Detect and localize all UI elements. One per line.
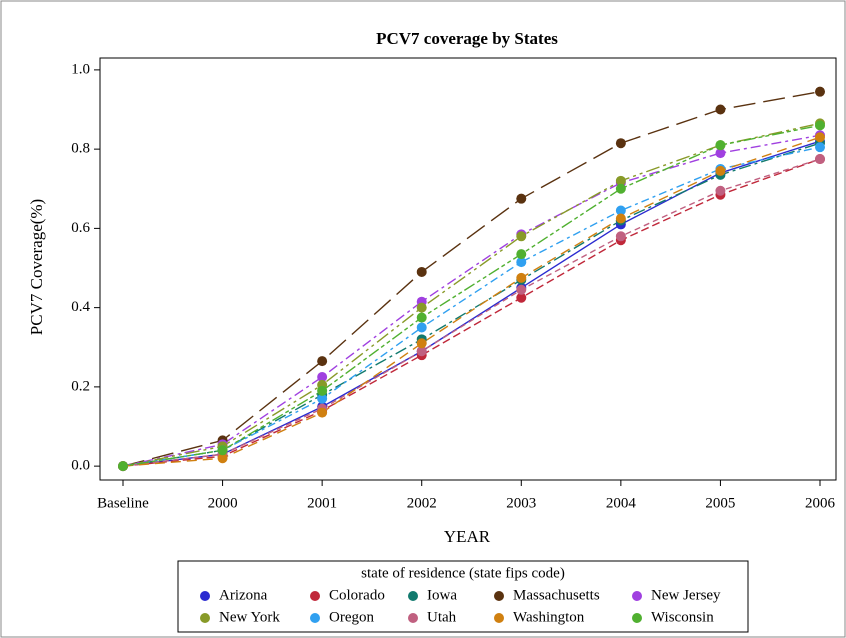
data-point [416, 346, 427, 357]
x-tick-label: 2002 [407, 495, 437, 511]
legend-marker [200, 591, 210, 601]
y-tick-label: 0.2 [71, 378, 90, 394]
data-point [317, 393, 328, 404]
data-point [118, 461, 128, 472]
legend-marker [408, 613, 418, 623]
data-point [516, 272, 527, 283]
data-point [416, 312, 427, 323]
y-axis-label: PCV7 Coverage(%) [27, 199, 46, 335]
data-point [615, 231, 626, 242]
data-point [516, 292, 527, 303]
series-line [122, 136, 821, 467]
legend-label: New York [219, 609, 280, 625]
data-point [217, 445, 228, 456]
data-point [615, 213, 626, 224]
data-point [815, 86, 825, 97]
data-point [815, 132, 825, 143]
data-point [715, 185, 726, 196]
data-point [317, 371, 328, 382]
data-point [615, 138, 626, 149]
series-line [122, 90, 821, 467]
legend-label: New Jersey [651, 587, 721, 603]
series-line [122, 122, 821, 467]
legend-label: Washington [513, 609, 585, 625]
legend-marker [408, 591, 418, 601]
data-point [715, 104, 726, 115]
legend-marker [494, 613, 504, 623]
x-axis-label: YEAR [444, 527, 491, 546]
legend-marker [200, 613, 210, 623]
data-point [416, 266, 427, 277]
data-point [416, 322, 427, 333]
legend-label: Colorado [329, 587, 385, 603]
y-tick-label: 0.6 [71, 220, 90, 236]
data-point [715, 165, 726, 176]
legend-label: Utah [427, 609, 457, 625]
data-point [516, 284, 527, 295]
x-tick-label: 2001 [307, 495, 337, 511]
y-tick-label: 0.4 [71, 299, 90, 315]
x-tick-label: 2003 [506, 495, 536, 511]
series-line [122, 158, 821, 467]
data-point [416, 302, 427, 313]
data-point [815, 142, 825, 153]
data-point [516, 249, 527, 260]
legend-label: Massachusetts [513, 587, 600, 603]
data-point [317, 385, 328, 396]
legend-label: Iowa [427, 587, 457, 603]
legend-marker [310, 613, 320, 623]
x-tick-label: 2004 [606, 495, 637, 511]
legend-label: Wisconsin [651, 609, 714, 625]
data-point [615, 183, 626, 194]
data-point [516, 231, 527, 242]
x-tick-label: 2005 [705, 495, 735, 511]
chart-title: PCV7 coverage by States [376, 29, 558, 48]
data-point [615, 205, 626, 216]
legend-label: Arizona [219, 587, 268, 603]
series-line [122, 124, 821, 467]
x-tick-label: 2000 [208, 495, 238, 511]
data-point [615, 175, 626, 186]
legend-marker [494, 591, 504, 601]
x-tick-label: 2006 [805, 495, 836, 511]
data-point [815, 154, 825, 165]
y-tick-label: 0.0 [71, 458, 90, 474]
data-point [715, 148, 726, 159]
y-tick-label: 1.0 [71, 61, 90, 77]
data-point [715, 140, 726, 151]
legend-title: state of residence (state fips code) [361, 565, 565, 581]
series-line [122, 134, 821, 467]
y-tick-label: 0.8 [71, 141, 90, 157]
data-point [317, 407, 328, 418]
data-point [516, 257, 527, 268]
data-point [416, 338, 427, 349]
data-point [815, 120, 825, 131]
data-point [217, 453, 228, 464]
plot-area [99, 57, 837, 481]
x-tick-label: Baseline [97, 495, 149, 511]
legend-label: Oregon [329, 609, 374, 625]
legend-marker [310, 591, 320, 601]
series-line [122, 146, 821, 467]
legend-marker [632, 613, 642, 623]
data-point [317, 356, 328, 367]
series-line [122, 140, 821, 467]
data-point [516, 193, 527, 204]
legend-marker [632, 591, 642, 601]
legend-box [177, 560, 749, 633]
